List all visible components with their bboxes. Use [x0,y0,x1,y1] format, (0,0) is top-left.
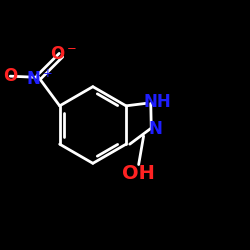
Text: O: O [3,67,17,85]
Text: NH: NH [143,93,171,111]
Text: O$^-$: O$^-$ [50,45,77,63]
Text: OH: OH [122,164,155,183]
Text: N$^+$: N$^+$ [26,69,53,88]
Text: N: N [149,120,163,138]
